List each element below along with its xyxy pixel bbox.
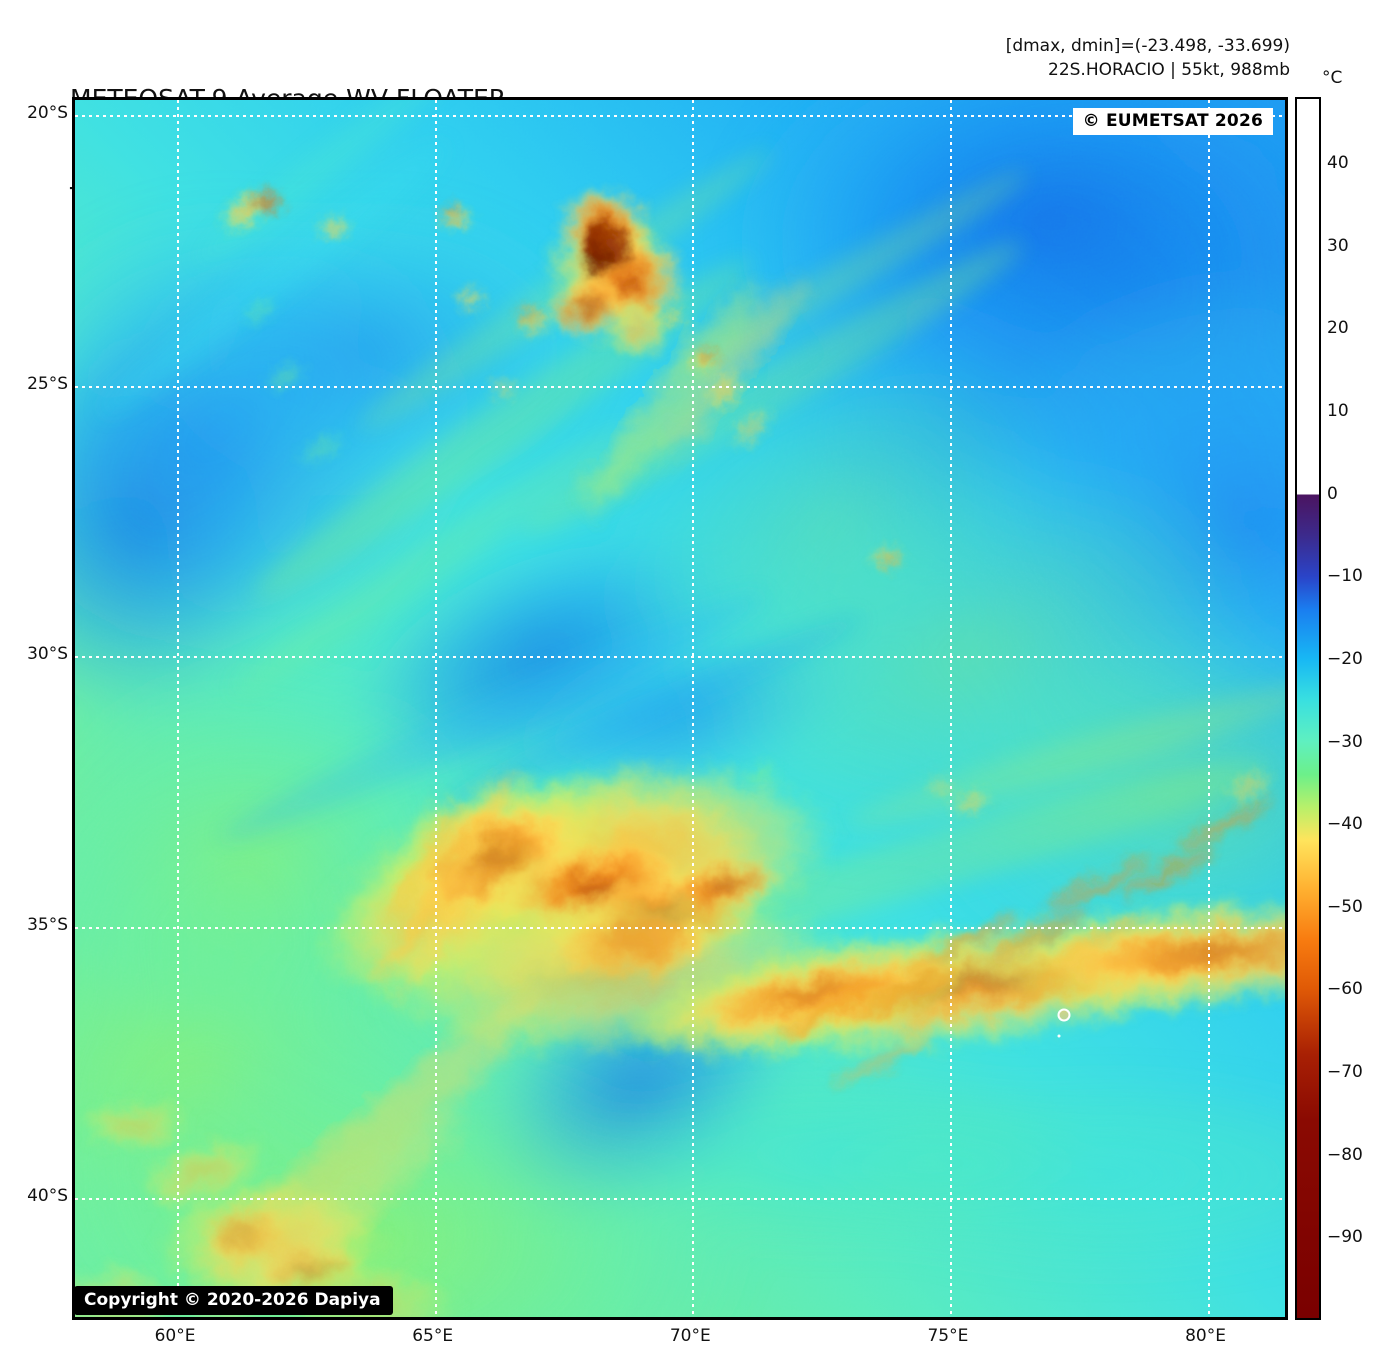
colorbar-tick: −90: [1327, 1227, 1363, 1248]
colorbar-gradient: [1297, 99, 1319, 1318]
satellite-map-plot[interactable]: © EUMETSAT 2026 Copyright © 2020-2026 Da…: [72, 97, 1288, 1320]
lat-tick-label: 20°S: [27, 103, 68, 124]
storm-center-marker[interactable]: [1057, 1008, 1071, 1022]
lon-tick-label: 60°E: [154, 1326, 196, 1346]
colorbar-tick: −50: [1327, 896, 1363, 917]
colorbar-tick: −70: [1327, 1062, 1363, 1083]
colorbar-unit-label: °C: [1322, 68, 1343, 88]
colorbar-tick-labels: 40 30 20 10 0 −10 −20 −30 −40 −50 −60 −70 −80 −90: [1327, 97, 1387, 1320]
dmax-dmin-label: [dmax, dmin]=(-23.498, -33.699): [1005, 36, 1290, 56]
colorbar-tick: 0: [1327, 483, 1338, 504]
dapiya-copyright-badge: Copyright © 2020-2026 Dapiya: [75, 1286, 393, 1315]
water-vapor-imagery: [75, 100, 1285, 1317]
colorbar-tick: 20: [1327, 318, 1349, 339]
lon-tick-label: 75°E: [927, 1326, 969, 1346]
colorbar-tick: −60: [1327, 979, 1363, 1000]
colorbar-tick: 10: [1327, 401, 1349, 421]
temperature-colorbar[interactable]: [1295, 97, 1321, 1320]
colorbar-tick: 40: [1327, 153, 1349, 174]
lon-tick-label: 80°E: [1185, 1326, 1226, 1346]
lon-tick-label: 65°E: [412, 1326, 454, 1346]
colorbar-tick: −10: [1327, 566, 1363, 587]
colorbar-tick: −40: [1327, 814, 1363, 835]
storm-info-label: 22S.HORACIO | 55kt, 988mb: [1048, 60, 1290, 81]
storm-track-point: [1057, 1034, 1061, 1038]
colorbar-tick: −80: [1327, 1144, 1363, 1165]
lon-tick-label: 70°E: [669, 1326, 711, 1346]
lat-tick-label: 35°S: [27, 914, 68, 935]
colorbar-tick: −30: [1327, 731, 1363, 752]
lat-tick-label: 30°S: [27, 644, 68, 665]
lat-tick-label: 25°S: [27, 373, 68, 394]
colorbar-tick: −20: [1327, 648, 1363, 669]
lat-tick-label: 40°S: [27, 1185, 68, 1206]
colorbar-tick: 30: [1327, 235, 1349, 256]
metadata-block: [dmax, dmin]=(-23.498, -33.699) 22S.HORA…: [1006, 34, 1290, 82]
eumetsat-copyright-badge: © EUMETSAT 2026: [1072, 108, 1273, 135]
